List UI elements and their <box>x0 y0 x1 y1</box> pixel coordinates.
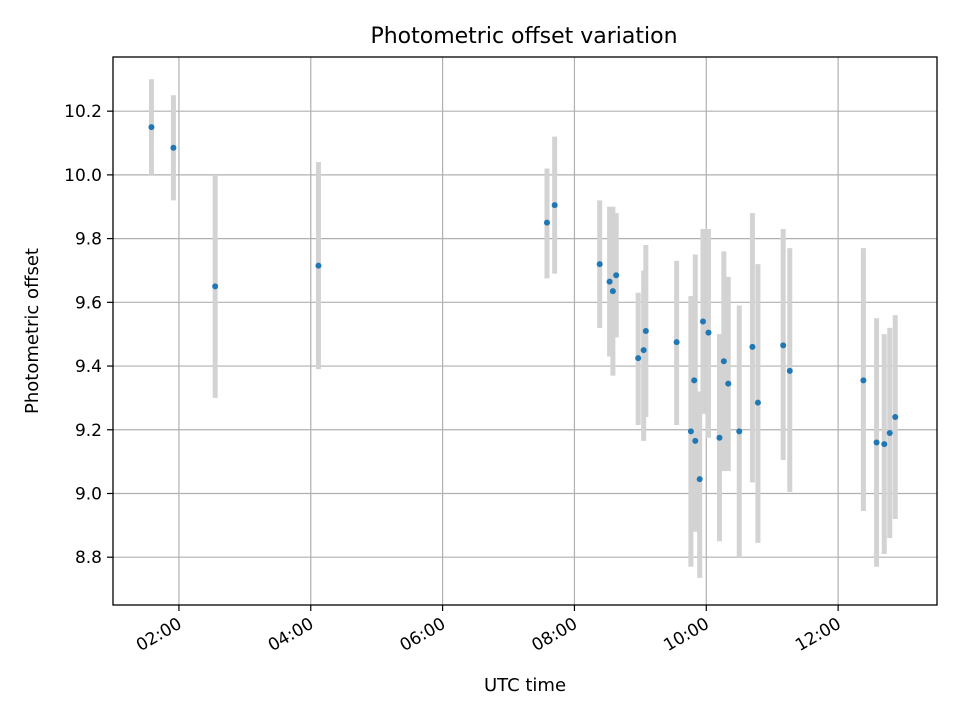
data-point <box>606 278 613 285</box>
plot-frame <box>112 56 938 606</box>
data-point <box>699 318 706 325</box>
y-tick-label: 9.0 <box>75 484 102 504</box>
y-tick-label: 8.8 <box>75 548 102 568</box>
data-point <box>148 124 155 131</box>
data-point <box>705 329 712 336</box>
data-point <box>543 219 550 226</box>
data-point <box>170 144 177 151</box>
data-point <box>687 428 694 435</box>
data-point <box>754 399 761 406</box>
y-tick-label: 9.2 <box>75 421 102 441</box>
y-axis-ticks: 8.8 9.0 9.2 9.4 9.6 9.8 10.0 10.2 <box>64 102 113 568</box>
data-point <box>881 441 888 448</box>
data-point <box>596 261 603 268</box>
data-points <box>148 124 899 483</box>
data-point <box>860 377 867 384</box>
y-tick-label: 9.6 <box>75 293 102 313</box>
data-point <box>786 367 793 374</box>
data-point <box>886 429 893 436</box>
data-point <box>635 355 642 362</box>
data-point <box>749 343 756 350</box>
data-point <box>873 439 880 446</box>
data-point <box>780 342 787 349</box>
y-axis-label: Photometric offset <box>22 248 43 414</box>
data-point <box>892 414 899 421</box>
data-point <box>640 347 647 354</box>
data-point <box>720 358 727 365</box>
data-point <box>673 339 680 346</box>
data-point <box>691 377 698 384</box>
data-point <box>736 428 743 435</box>
data-point <box>716 434 723 441</box>
y-tick-label: 9.4 <box>75 357 102 377</box>
data-point <box>551 202 558 209</box>
data-point <box>613 272 620 279</box>
data-point <box>315 262 322 269</box>
data-point <box>725 380 732 387</box>
x-axis-label: UTC time <box>484 675 566 696</box>
y-tick-label: 10.0 <box>64 166 102 186</box>
y-tick-label: 9.8 <box>75 230 102 250</box>
data-point <box>696 476 703 483</box>
y-tick-label: 10.2 <box>64 102 102 122</box>
chart-title: Photometric offset variation <box>370 24 677 49</box>
data-point <box>212 283 219 290</box>
data-point <box>609 288 616 295</box>
data-point <box>692 437 699 444</box>
data-point <box>642 328 649 334</box>
